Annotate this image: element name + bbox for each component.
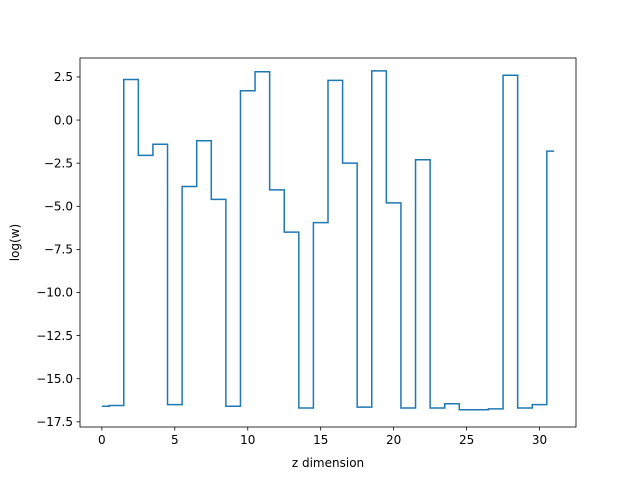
plot-area xyxy=(101,70,555,411)
y-tick-label: −2.5 xyxy=(44,156,73,170)
y-tick-label: −10.0 xyxy=(36,286,73,300)
y-tick-label: −7.5 xyxy=(44,243,73,257)
x-tick-label: 10 xyxy=(240,433,255,447)
x-tick-label: 30 xyxy=(532,433,547,447)
y-tick-label: 2.5 xyxy=(54,70,73,84)
y-tick-label: −15.0 xyxy=(36,372,73,386)
x-axis-label: z dimension xyxy=(292,456,364,470)
series-step-line xyxy=(101,70,555,411)
y-tick-label: −12.5 xyxy=(36,329,73,343)
y-tick-label: 0.0 xyxy=(54,113,73,127)
x-tick-label: 5 xyxy=(171,433,179,447)
x-tick-label: 15 xyxy=(313,433,328,447)
y-tick-label: −5.0 xyxy=(44,199,73,213)
axes-frame xyxy=(79,57,577,428)
x-tick-label: 0 xyxy=(98,433,106,447)
axis-ticks: 0 5 10 15 20 25 30 −17.5 −15.0 −12.5 −10.0 −7.5 −5.0… xyxy=(36,70,547,447)
y-tick-label: −17.5 xyxy=(36,415,73,429)
x-tick-label: 25 xyxy=(459,433,474,447)
x-tick-label: 20 xyxy=(386,433,401,447)
y-axis-label: log(w) xyxy=(8,224,22,261)
